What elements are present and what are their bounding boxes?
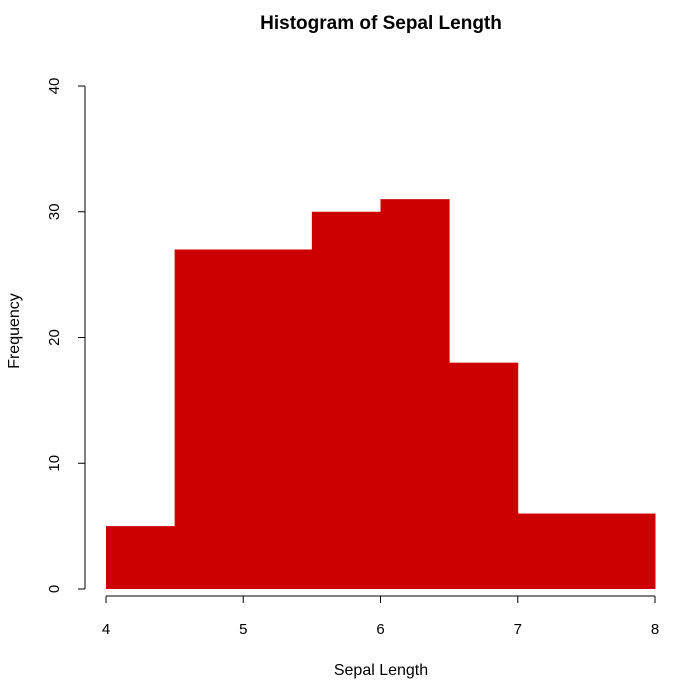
- histogram-bar-2: [174, 249, 244, 589]
- y-tick-label: 0: [46, 585, 63, 593]
- x-axis-label: Sepal Length: [334, 662, 428, 679]
- histogram-bar-4: [311, 211, 381, 589]
- y-tick-label: 20: [46, 329, 63, 346]
- y-tick-label: 30: [46, 203, 63, 220]
- y-axis: 0 10 20 30 40: [46, 78, 86, 593]
- x-tick-label: 8: [651, 621, 659, 638]
- x-axis: 4 5 6 7 8: [102, 595, 659, 638]
- chart-title: Histogram of Sepal Length: [260, 13, 502, 34]
- histogram-bar-3: [243, 249, 313, 589]
- histogram-bar-5: [380, 199, 450, 590]
- x-tick-label: 7: [514, 621, 522, 638]
- x-tick-label: 6: [376, 621, 384, 638]
- bars-group: [106, 199, 656, 590]
- histogram-bar-6: [449, 362, 519, 589]
- histogram-bar-7: [517, 513, 587, 589]
- y-tick-label: 40: [46, 78, 63, 95]
- x-tick-label: 4: [102, 621, 110, 638]
- y-axis-label: Frequency: [6, 293, 23, 369]
- histogram-bar-1: [106, 526, 176, 589]
- x-tick-label: 5: [239, 621, 247, 638]
- histogram-bar-8: [586, 513, 656, 589]
- y-tick-label: 10: [46, 455, 63, 472]
